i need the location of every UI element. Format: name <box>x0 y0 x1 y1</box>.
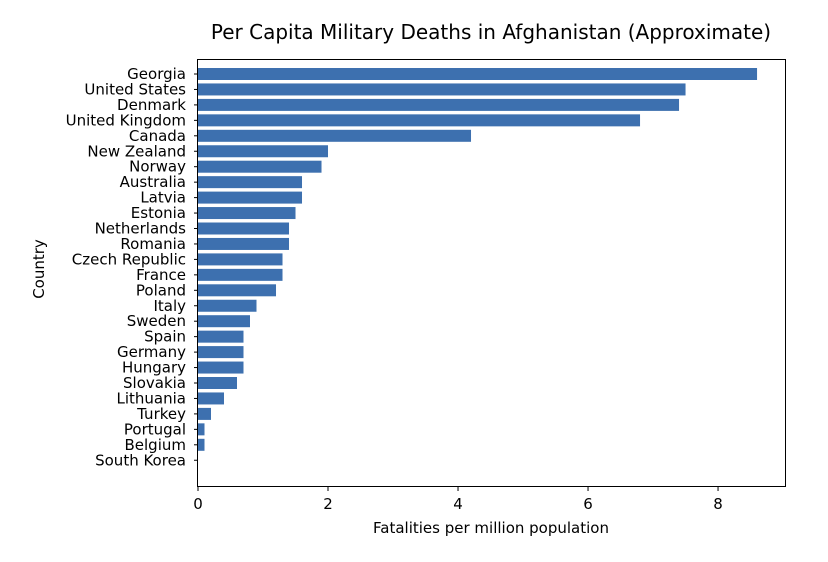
bar <box>198 346 244 359</box>
y-tick-label: Spain <box>144 328 186 346</box>
y-tick-label: Slovakia <box>123 374 186 392</box>
y-tick-label: South Korea <box>95 451 186 469</box>
y-tick-label: Portugal <box>124 420 186 438</box>
bar <box>198 299 257 312</box>
bar <box>198 268 283 281</box>
bar <box>198 438 205 451</box>
y-tick-label: Hungary <box>122 359 186 377</box>
y-tick-label: Georgia <box>127 65 186 83</box>
bar <box>198 407 211 420</box>
y-tick-label: Lithuania <box>117 389 186 407</box>
bar <box>198 160 322 173</box>
y-tick-label: Netherlands <box>95 220 187 238</box>
bar <box>198 284 277 297</box>
x-tick-label: 0 <box>193 495 203 513</box>
bar <box>198 207 296 220</box>
bar <box>198 129 472 142</box>
y-tick-label: Estonia <box>131 204 186 222</box>
y-tick-label: United Kingdom <box>66 111 186 129</box>
x-axis-label: Fatalities per million population <box>373 519 609 537</box>
x-tick-label: 6 <box>583 495 593 513</box>
y-tick-label: France <box>136 266 186 284</box>
y-tick-label: Sweden <box>127 312 186 330</box>
bar <box>198 176 303 189</box>
y-tick-label: Turkey <box>136 405 186 423</box>
y-tick-label: Germany <box>117 343 186 361</box>
bar <box>198 237 290 250</box>
y-tick-label: Denmark <box>117 96 186 114</box>
y-axis-label: Country <box>30 239 48 299</box>
bar <box>198 392 224 405</box>
y-tick-label: United States <box>84 80 186 98</box>
bars-group <box>198 68 758 451</box>
y-tick-label: Czech Republic <box>72 250 186 268</box>
x-tick-label: 8 <box>713 495 723 513</box>
plot-frame <box>197 59 786 487</box>
bar <box>198 361 244 374</box>
bar <box>198 253 283 266</box>
y-tick-label: Romania <box>120 235 186 253</box>
bar <box>198 68 758 80</box>
y-tick-label: New Zealand <box>87 142 186 160</box>
y-tick-label: Canada <box>129 127 186 145</box>
y-tick-label: Latvia <box>140 189 186 207</box>
bar <box>198 114 641 127</box>
bar <box>198 145 329 158</box>
y-tick-label: Belgium <box>125 436 187 454</box>
bar <box>198 330 244 343</box>
y-tick-label: Australia <box>120 173 186 191</box>
bar <box>198 315 250 328</box>
bar <box>198 222 290 235</box>
x-tick-label: 4 <box>453 495 463 513</box>
bar <box>198 98 680 111</box>
y-tick-label: Norway <box>129 158 186 176</box>
x-tick-label: 2 <box>323 495 333 513</box>
chart-title: Per Capita Military Deaths in Afghanista… <box>211 20 771 44</box>
y-tick-label: Italy <box>153 297 186 315</box>
bar <box>198 191 303 204</box>
bar <box>198 83 686 96</box>
bar <box>198 377 237 389</box>
bar <box>198 423 205 436</box>
x-axis: 0 2 4 6 8 <box>193 486 723 513</box>
y-tick-label: Poland <box>136 281 186 299</box>
